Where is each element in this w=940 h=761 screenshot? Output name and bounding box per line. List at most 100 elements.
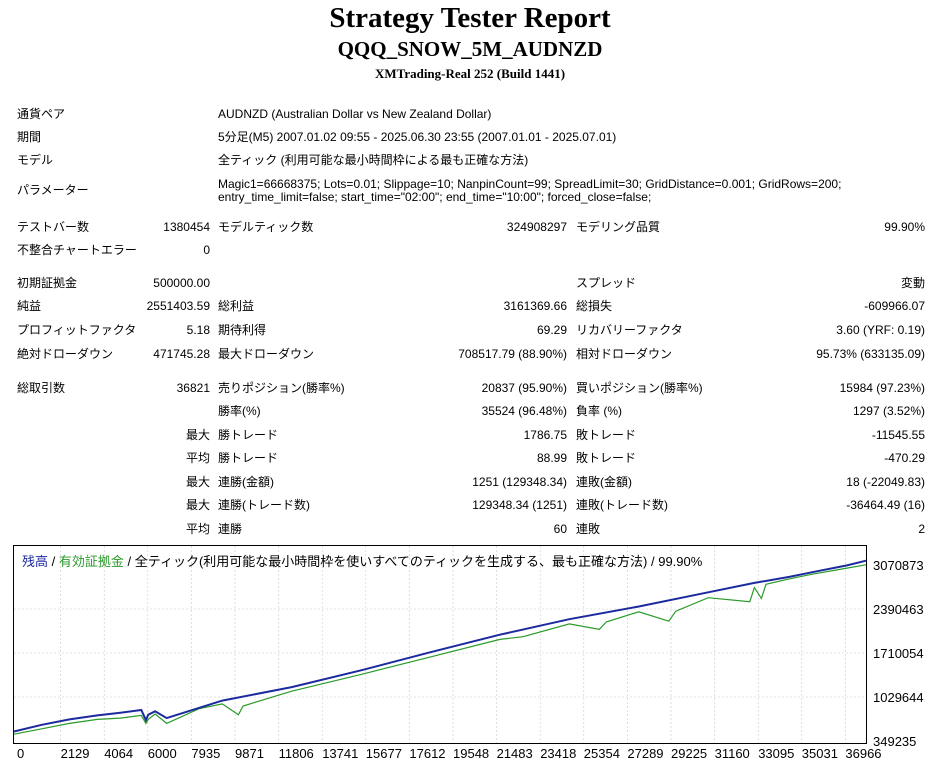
bars-value: 1380454 xyxy=(163,220,210,234)
x-tick-label: 2129 xyxy=(61,746,90,761)
grid xyxy=(14,546,866,743)
largest-prefix: 最大 xyxy=(185,428,210,442)
avg-cons-prefix: 平均 xyxy=(185,522,210,536)
equity-series-line xyxy=(13,564,867,735)
deposit-value: 500000.00 xyxy=(153,276,210,290)
short-positions-label: 売りポジション(勝率%) xyxy=(218,381,345,395)
x-tick-label: 27289 xyxy=(627,746,663,761)
x-tick-label: 11806 xyxy=(279,746,314,761)
recovery-factor-value: 3.60 (YRF: 0.19) xyxy=(836,323,925,337)
y-tick-label: 1029644 xyxy=(873,690,924,705)
abs-drawdown-label: 絶対ドローダウン xyxy=(17,347,114,361)
profit-factor-value: 5.18 xyxy=(186,323,210,337)
balance-equity-chart: 3070873 2390463 1710054 1029644 349235 0 2129… xyxy=(13,545,924,761)
y-tick-label: 349235 xyxy=(873,734,916,749)
spread-label: スプレッド xyxy=(576,276,637,290)
avg-loss-value: -470.29 xyxy=(884,451,925,465)
x-tick-label: 19548 xyxy=(453,746,489,761)
x-tick-label: 0 xyxy=(17,746,24,761)
total-trades-value: 36821 xyxy=(176,381,210,395)
max-cons-losses-label: 連敗(金額) xyxy=(576,475,632,489)
x-tick-label: 6000 xyxy=(148,746,177,761)
quality-label: モデリング品質 xyxy=(576,220,661,234)
period-value: 5分足(M5) 2007.01.02 09:55 - 2025.06.30 23… xyxy=(218,130,617,144)
expected-payoff-label: 期待利得 xyxy=(218,323,267,337)
params-line2: entry_time_limit=false; start_time="02:0… xyxy=(218,190,652,204)
maximal-prefix: 最大 xyxy=(185,498,210,512)
spread-value: 変動 xyxy=(900,276,925,290)
ticks-value: 324908297 xyxy=(506,220,567,234)
gross-profit-label: 総利益 xyxy=(218,299,255,313)
max-drawdown-label: 最大ドローダウン xyxy=(218,347,315,361)
x-tick-label: 25354 xyxy=(584,746,620,761)
rel-drawdown-value: 95.73% (633135.09) xyxy=(816,347,925,361)
x-tick-label: 4064 xyxy=(104,746,133,761)
max-cons-wins-value: 1251 (129348.34) xyxy=(472,475,567,489)
rel-drawdown-label: 相対ドローダウン xyxy=(576,347,673,361)
x-tick-label: 33095 xyxy=(758,746,794,761)
recovery-factor-label: リカバリーファクタ xyxy=(576,323,683,337)
report-title: Strategy Tester Report xyxy=(329,2,611,34)
legend-equity: 有効証拠金 xyxy=(58,554,124,569)
x-tick-label: 23418 xyxy=(540,746,576,761)
win-rate-label: 勝率(%) xyxy=(218,404,261,418)
avg-loss-label: 敗トレード xyxy=(576,451,637,465)
plot-frame xyxy=(13,545,867,744)
net-profit-value: 2551403.59 xyxy=(146,299,210,313)
x-tick-label: 21483 xyxy=(497,746,533,761)
long-positions-label: 買いポジション(勝率%) xyxy=(576,381,703,395)
legend-sep-1: / xyxy=(48,554,59,569)
total-trades-label: 総取引数 xyxy=(17,381,66,395)
params-label: パラメーター xyxy=(17,183,89,197)
x-tick-label: 13741 xyxy=(322,746,358,761)
largest-loss-value: -11545.55 xyxy=(871,428,925,442)
errors-label: 不整合チャートエラー xyxy=(17,243,137,257)
profit-factor-label: プロフィットファクタ xyxy=(17,323,137,337)
gross-loss-value: -609966.07 xyxy=(864,299,925,313)
max-cons-loss-value: -36464.49 (16) xyxy=(846,498,925,512)
avg-win-value: 88.99 xyxy=(536,451,567,465)
win-rate-value: 35524 (96.48%) xyxy=(481,404,567,418)
model-label: モデル xyxy=(17,153,54,167)
x-tick-label: 7935 xyxy=(191,746,220,761)
max-cons-profit-value: 129348.34 (1251) xyxy=(472,498,567,512)
max-drawdown-value: 708517.79 (88.90%) xyxy=(458,347,567,361)
largest-win-label: 勝トレード xyxy=(218,428,279,442)
y-tick-label: 3070873 xyxy=(873,558,924,573)
long-positions-value: 15984 (97.23%) xyxy=(839,381,925,395)
server-build: XMTrading-Real 252 (Build 1441) xyxy=(374,66,566,81)
legend-sep-2: / xyxy=(123,554,135,569)
deposit-label: 初期証拠金 xyxy=(17,276,78,290)
x-tick-label: 9871 xyxy=(235,746,264,761)
max-cons-loss-label: 連敗(トレード数) xyxy=(576,498,668,512)
ea-name: QQQ_SNOW_5M_AUDNZD xyxy=(337,37,603,61)
max-cons-losses-value: 18 (-22049.83) xyxy=(846,475,925,489)
max-cons-wins-label: 連勝(金額) xyxy=(218,475,274,489)
model-value: 全ティック (利用可能な最小時間枠による最も正確な方法) xyxy=(218,153,529,167)
gross-loss-label: 総損失 xyxy=(576,299,613,313)
y-tick-label: 1710054 xyxy=(873,646,924,661)
expected-payoff-value: 69.29 xyxy=(536,323,567,337)
legend-model: 全ティック(利用可能な最小時間枠を使いすべてのティックを生成する、最も正確な方法… xyxy=(134,554,703,569)
x-tick-label: 36966 xyxy=(845,746,881,761)
legend-balance: 残高 xyxy=(22,554,49,569)
avg-cons-wins-value: 60 xyxy=(553,522,567,536)
x-tick-label: 35031 xyxy=(802,746,838,761)
errors-value: 0 xyxy=(203,243,210,257)
largest-loss-label: 敗トレード xyxy=(576,428,637,442)
avg-cons-wins-label: 連勝 xyxy=(218,522,243,536)
net-profit-label: 純益 xyxy=(17,299,42,313)
avg-cons-losses-value: 2 xyxy=(918,522,925,536)
x-axis-labels: 0 2129 4064 6000 7935 9871 11806 13741 15677 1761… xyxy=(17,746,882,761)
avg-win-label: 勝トレード xyxy=(218,451,279,465)
balance-series-line xyxy=(13,559,867,733)
max-cons-profit-label: 連勝(トレード数) xyxy=(218,498,310,512)
loss-rate-value: 1297 (3.52%) xyxy=(852,404,925,418)
gross-profit-value: 3161369.66 xyxy=(503,299,567,313)
x-tick-label: 17612 xyxy=(409,746,445,761)
symbol-value: AUDNZD (Australian Dollar vs New Zealand… xyxy=(218,107,492,121)
x-tick-label: 29225 xyxy=(671,746,707,761)
y-tick-label: 2390463 xyxy=(873,602,924,617)
ticks-label: モデルティック数 xyxy=(218,220,314,234)
params-line1: Magic1=66668375; Lots=0.01; Slippage=10;… xyxy=(218,177,842,191)
